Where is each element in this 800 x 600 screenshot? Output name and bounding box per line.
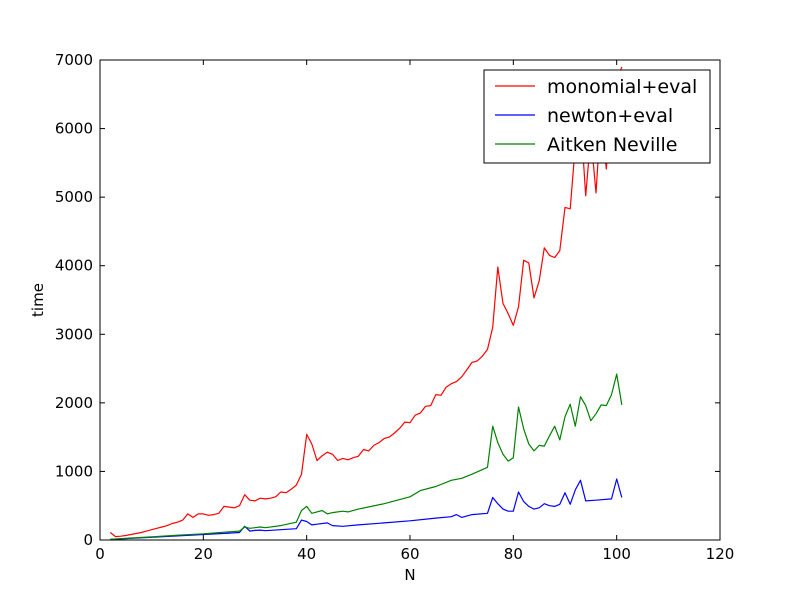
y-tick-label: 7000 <box>55 51 93 69</box>
x-tick-label: 120 <box>706 545 735 563</box>
ticks-layer: 0 20 40 60 80 100 120 0 1000 2000 3000 4000 5000 6000… <box>55 51 735 563</box>
y-tick-label: 4000 <box>55 257 93 275</box>
series-line-aitken-neville <box>110 373 623 540</box>
legend-label: monomial+eval <box>547 76 697 98</box>
x-tick-label: 80 <box>504 545 523 563</box>
x-tick-label: 60 <box>400 545 419 563</box>
x-tick-label: 20 <box>194 545 213 563</box>
legend-label: Aitken Neville <box>547 134 678 156</box>
y-tick-label: 1000 <box>55 462 93 480</box>
series-layer <box>109 66 623 540</box>
y-tick-label: 0 <box>83 531 93 549</box>
x-tick-label: 100 <box>602 545 631 563</box>
y-tick-label: 3000 <box>55 325 93 343</box>
y-axis-label: time <box>29 283 47 317</box>
series-line-newton-eval <box>110 478 623 540</box>
x-axis-label: N <box>404 566 415 584</box>
x-tick-label: 40 <box>297 545 316 563</box>
legend: monomial+eval newton+eval Aitken Neville <box>483 69 711 164</box>
legend-label: newton+eval <box>547 105 673 127</box>
series-line-monomial-eval <box>109 66 623 538</box>
y-tick-label: 5000 <box>55 188 93 206</box>
y-tick-label: 2000 <box>55 394 93 412</box>
y-tick-label: 6000 <box>55 120 93 138</box>
x-tick-label: 0 <box>95 545 105 563</box>
